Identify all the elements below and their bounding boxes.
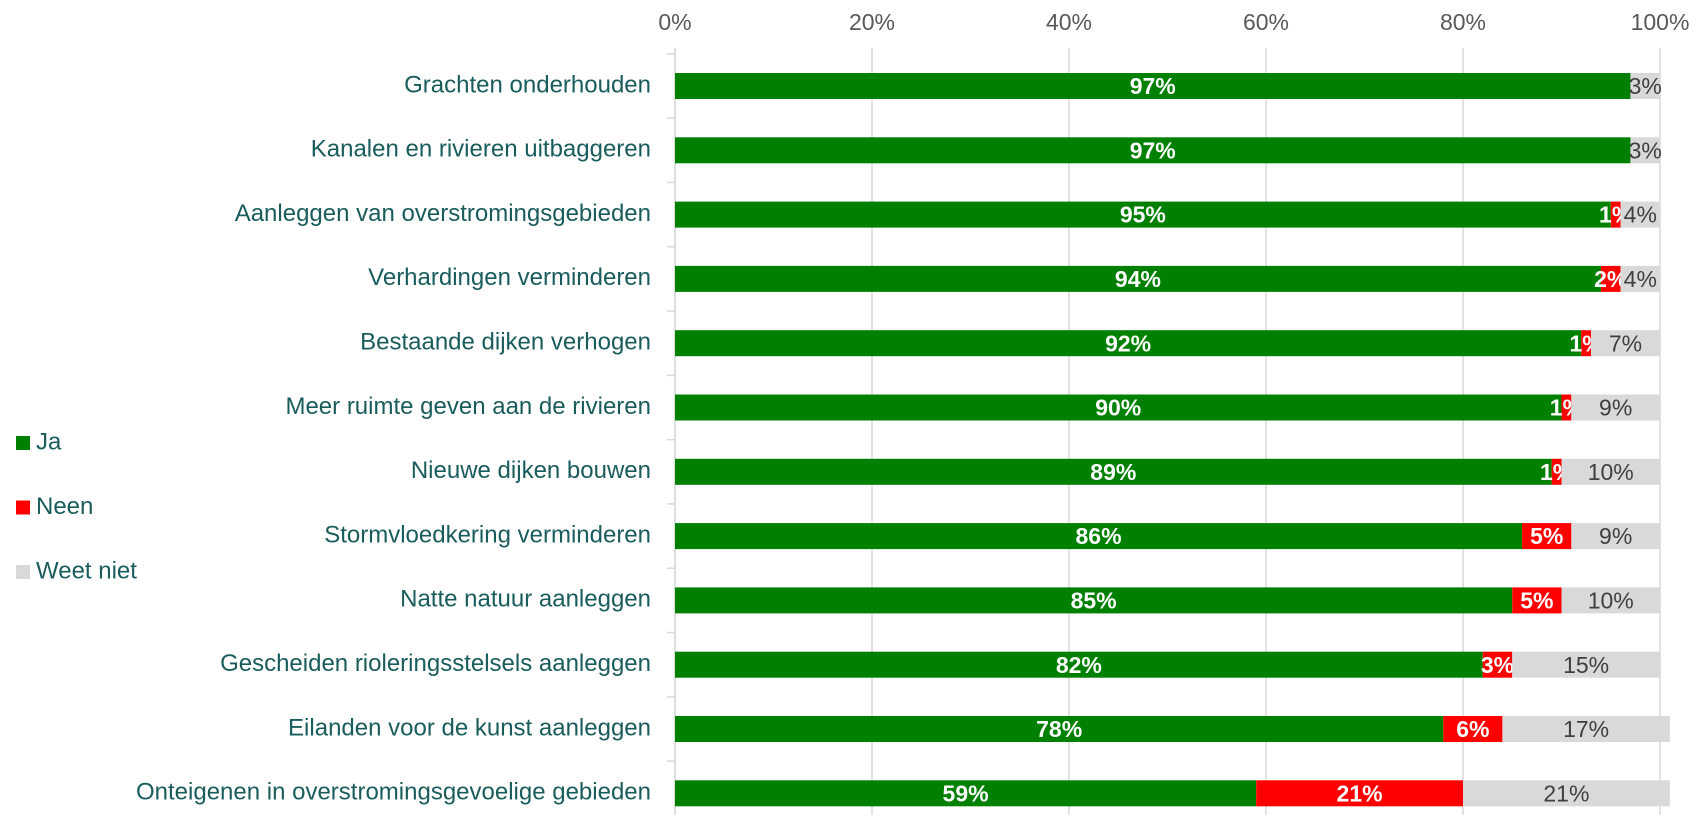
x-tick-label: 60% [1243,9,1289,35]
category-label: Nieuwe dijken bouwen [411,457,651,484]
data-label: 17% [1563,716,1609,742]
bar-segment [1561,458,1660,485]
bar-segment [1620,265,1660,292]
legend-label: Ja [36,428,62,455]
bar-segment [675,265,1601,292]
data-label: 7% [1609,330,1642,356]
data-label: 82% [1056,652,1102,678]
bar-segment [1610,201,1621,228]
bar-segment [1482,651,1513,678]
data-label: 78% [1036,716,1082,742]
bar-segment [1522,523,1572,550]
data-label: 5% [1520,587,1553,613]
category-label: Gescheiden rioleringsstelsels aanleggen [220,650,651,677]
x-tick-label: 0% [658,9,691,35]
data-label: 21% [1543,780,1589,806]
data-label: 9% [1599,395,1632,421]
bar-segment [675,651,1483,678]
bar-segment [1512,587,1562,614]
category-label: Meer ruimte geven aan de rivieren [285,393,651,420]
data-label: 10% [1588,587,1634,613]
data-label: 95% [1120,202,1166,228]
data-label: 3% [1629,73,1662,99]
bar-segment [675,137,1631,164]
category-label: Aanleggen van overstromingsgebieden [235,200,651,227]
data-label: 86% [1076,523,1122,549]
data-label: 94% [1115,266,1161,292]
bar-segment [675,716,1444,742]
bar-segment [675,587,1513,614]
data-label: 3% [1481,652,1514,678]
legend-label: Weet niet [36,557,137,584]
bar-segment [1551,458,1562,485]
bar-segment [1600,265,1621,292]
legend-swatch [16,436,30,450]
bar-segment [1463,780,1670,807]
bar-segment [675,330,1582,357]
data-label: 9% [1599,523,1632,549]
bar-segment [1502,716,1670,742]
data-label: 4% [1624,202,1657,228]
data-label: 97% [1130,137,1176,163]
legend-swatch [16,565,30,579]
bar-segment [1512,651,1660,678]
category-label: Stormvloedkering verminderen [324,521,651,548]
category-label: Eilanden voor de kunst aanleggen [288,714,651,741]
data-label: 3% [1629,137,1662,163]
category-label: Verhardingen verminderen [368,264,651,291]
data-label: 85% [1071,587,1117,613]
bar-segment [1620,201,1660,228]
data-label: 92% [1105,330,1151,356]
data-label: 90% [1095,395,1141,421]
x-tick-label: 40% [1046,9,1092,35]
category-label: Bestaande dijken verhogen [360,329,651,356]
bar-segment [1443,716,1503,742]
bar-segment [1581,330,1592,357]
x-tick-label: 20% [849,9,895,35]
bar-segment [1256,780,1463,807]
x-tick-label: 80% [1440,9,1486,35]
data-label: 21% [1337,780,1383,806]
x-tick-label: 100% [1631,9,1690,35]
bar-segment [1591,330,1660,357]
data-label: 15% [1563,652,1609,678]
bar-segment [675,780,1257,807]
legend-swatch [16,500,30,515]
bar-segment [1571,394,1660,421]
data-label: 5% [1530,523,1563,549]
category-label: Onteigenen in overstromingsgevoelige geb… [136,779,651,806]
category-label: Kanalen en rivieren uitbaggeren [311,136,651,163]
legend-label: Neen [36,493,93,520]
bar-segment [1561,587,1660,614]
data-label: 89% [1090,459,1136,485]
bar-segment [1571,523,1660,550]
bar-segment [675,201,1611,228]
data-label: 10% [1588,459,1634,485]
bar-segment [1630,137,1660,164]
bar-segment [675,73,1631,99]
data-label: 97% [1130,73,1176,99]
category-label: Grachten onderhouden [404,71,651,98]
data-label: 59% [943,780,989,806]
bar-segment [1561,394,1572,421]
bar-segment [675,394,1562,421]
category-label: Natte natuur aanleggen [400,586,651,613]
bar-segment [1630,73,1660,99]
bar-segment [675,523,1523,550]
data-label: 6% [1456,716,1489,742]
bar-segment [675,458,1552,485]
data-label: 4% [1624,266,1657,292]
